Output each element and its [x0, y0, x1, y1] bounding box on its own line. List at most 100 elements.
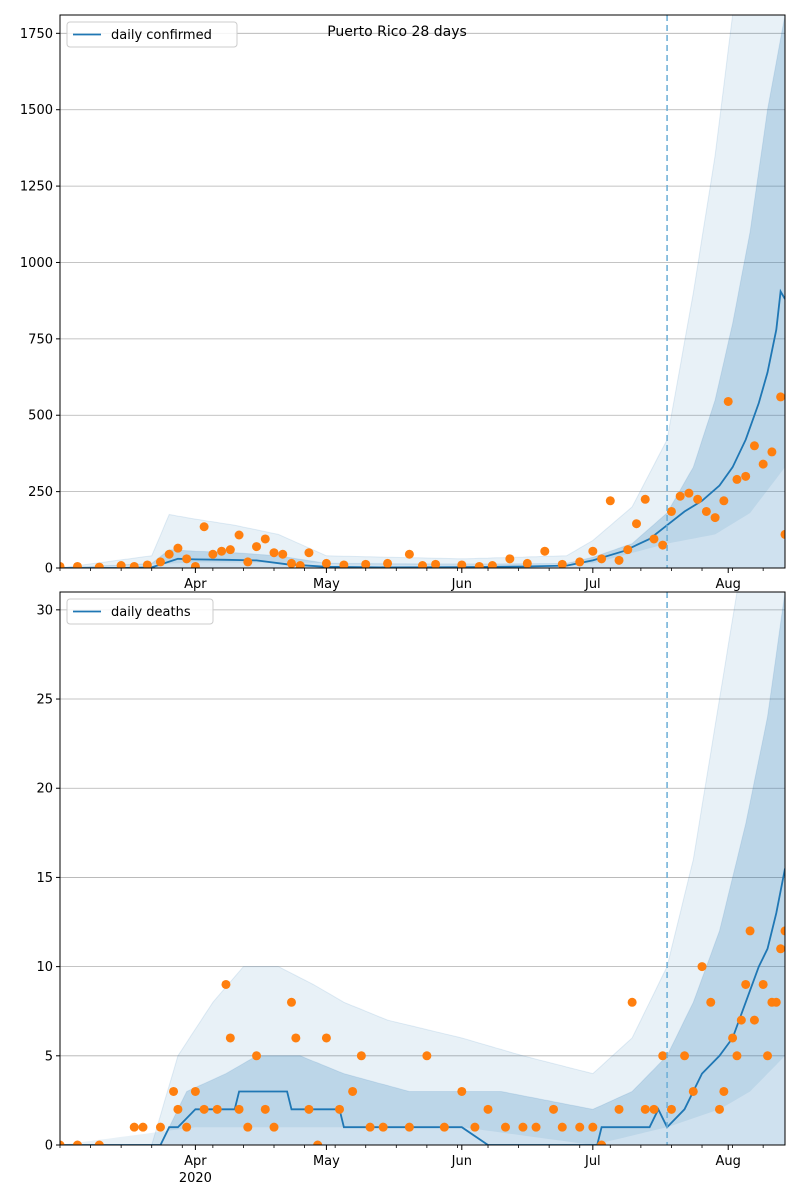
- data-point-deaths-62: [763, 1051, 773, 1061]
- data-point-confirmed-34: [505, 554, 515, 564]
- data-point-deaths-12: [221, 979, 231, 989]
- ytick-label-confirmed-750: 750: [28, 332, 53, 347]
- data-point-confirmed-32: [474, 561, 484, 568]
- data-point-confirmed-12: [208, 549, 218, 559]
- legend-confirmed: daily confirmed: [66, 21, 238, 48]
- legend-box-confirmed: [66, 21, 238, 48]
- axes-confirmed: 0 250 500 750 1000 1250 1500 1750 Apr May Jun Jul Au…: [20, 14, 786, 592]
- axes-deaths: 0 5 10 15 20 25 30 Apr 2020 May Jun Jul Aug: [36, 591, 786, 1186]
- data-point-deaths-66: [780, 926, 785, 936]
- data-point-confirmed-36: [540, 546, 550, 556]
- data-point-confirmed-60: [767, 447, 777, 457]
- data-point-deaths-60: [749, 1015, 759, 1025]
- data-point-confirmed-6: [155, 557, 165, 567]
- data-point-deaths-42: [597, 1140, 607, 1145]
- data-point-deaths-36: [518, 1122, 528, 1132]
- band-90-confirmed: [60, 15, 785, 568]
- data-point-deaths-9: [190, 1086, 200, 1096]
- data-point-deaths-48: [666, 1104, 676, 1114]
- data-point-confirmed-43: [623, 545, 633, 555]
- data-point-confirmed-21: [286, 558, 296, 568]
- data-point-deaths-0: [60, 1140, 65, 1145]
- data-point-confirmed-10: [190, 561, 200, 568]
- data-point-confirmed-19: [269, 548, 279, 558]
- data-point-confirmed-28: [404, 549, 414, 559]
- data-point-deaths-46: [649, 1104, 659, 1114]
- data-point-deaths-21: [304, 1104, 314, 1114]
- band-20-confirmed: [60, 15, 785, 568]
- data-point-confirmed-4: [129, 561, 139, 568]
- data-point-deaths-26: [356, 1051, 366, 1061]
- data-point-deaths-44: [627, 997, 637, 1007]
- data-point-deaths-53: [714, 1104, 724, 1114]
- data-point-confirmed-23: [304, 548, 314, 558]
- data-point-confirmed-38: [575, 557, 585, 567]
- ytick-label-deaths-10: 10: [36, 960, 53, 975]
- xtick-label-deaths-Aug: Aug: [716, 1154, 741, 1169]
- data-point-confirmed-15: [234, 530, 244, 540]
- ytick-label-confirmed-1250: 1250: [20, 180, 53, 195]
- data-point-deaths-35: [500, 1122, 510, 1132]
- band-90-deaths: [60, 592, 785, 1145]
- data-point-confirmed-0: [60, 561, 65, 568]
- data-point-confirmed-55: [723, 396, 733, 406]
- panel-confirmed: 0 250 500 750 1000 1250 1500 1750 Apr May Jun Jul Au…: [20, 14, 786, 592]
- data-point-confirmed-57: [741, 471, 751, 481]
- data-point-deaths-64: [771, 997, 781, 1007]
- data-point-confirmed-5: [142, 560, 152, 568]
- data-point-deaths-49: [680, 1051, 690, 1061]
- ytick-label-deaths-30: 30: [36, 603, 53, 618]
- data-point-deaths-56: [732, 1051, 742, 1061]
- ytick-label-confirmed-1000: 1000: [20, 256, 53, 271]
- data-point-deaths-59: [745, 926, 755, 936]
- data-point-deaths-45: [640, 1104, 650, 1114]
- data-point-deaths-18: [269, 1122, 279, 1132]
- data-point-confirmed-3: [116, 561, 126, 568]
- ytick-label-confirmed-500: 500: [28, 409, 53, 424]
- data-point-deaths-5: [155, 1122, 165, 1132]
- data-point-confirmed-58: [749, 441, 759, 451]
- marks-confirmed: [60, 15, 785, 568]
- axes-frame-deaths: [59, 591, 786, 1146]
- data-point-deaths-34: [483, 1104, 493, 1114]
- data-point-deaths-31: [439, 1122, 449, 1132]
- data-point-deaths-13: [225, 1033, 235, 1043]
- data-point-deaths-30: [422, 1051, 432, 1061]
- data-point-deaths-2: [94, 1140, 104, 1145]
- bands-confirmed: [60, 15, 785, 568]
- data-point-deaths-55: [728, 1033, 738, 1043]
- data-point-confirmed-13: [217, 546, 227, 556]
- ytick-label-confirmed-1500: 1500: [20, 103, 53, 118]
- data-point-deaths-10: [199, 1104, 209, 1114]
- data-point-confirmed-40: [597, 554, 607, 564]
- data-point-confirmed-20: [278, 549, 288, 559]
- data-point-confirmed-1: [72, 561, 82, 568]
- data-point-confirmed-59: [758, 459, 768, 469]
- axes-frame-confirmed: [59, 14, 786, 569]
- data-point-confirmed-46: [649, 534, 659, 544]
- bands-deaths: [60, 592, 785, 1145]
- data-point-confirmed-45: [640, 494, 650, 504]
- data-point-confirmed-44: [632, 519, 642, 529]
- panel-deaths: 0 5 10 15 20 25 30 Apr 2020 May Jun Jul Aug daily de…: [36, 591, 786, 1186]
- data-point-confirmed-25: [339, 560, 349, 568]
- data-point-deaths-22: [313, 1140, 323, 1145]
- data-point-deaths-37: [531, 1122, 541, 1132]
- xtick-label-confirmed-Jun: Jun: [451, 577, 472, 592]
- xtick-label-confirmed-May: May: [313, 577, 340, 592]
- band-50-deaths: [60, 592, 785, 1145]
- ytick-label-confirmed-1750: 1750: [20, 27, 53, 42]
- ytick-label-deaths-25: 25: [36, 693, 53, 708]
- xtick-label-deaths-Jun: Jun: [451, 1154, 472, 1169]
- data-point-confirmed-42: [614, 555, 624, 565]
- data-point-confirmed-41: [605, 496, 615, 506]
- data-point-deaths-33: [470, 1122, 480, 1132]
- band-50-confirmed: [60, 15, 785, 568]
- data-point-confirmed-35: [522, 558, 532, 568]
- data-point-confirmed-16: [243, 557, 253, 567]
- data-point-deaths-40: [575, 1122, 585, 1132]
- data-point-confirmed-54: [719, 496, 729, 506]
- data-point-deaths-17: [260, 1104, 270, 1114]
- data-point-deaths-6: [169, 1086, 179, 1096]
- data-point-confirmed-62: [780, 529, 785, 539]
